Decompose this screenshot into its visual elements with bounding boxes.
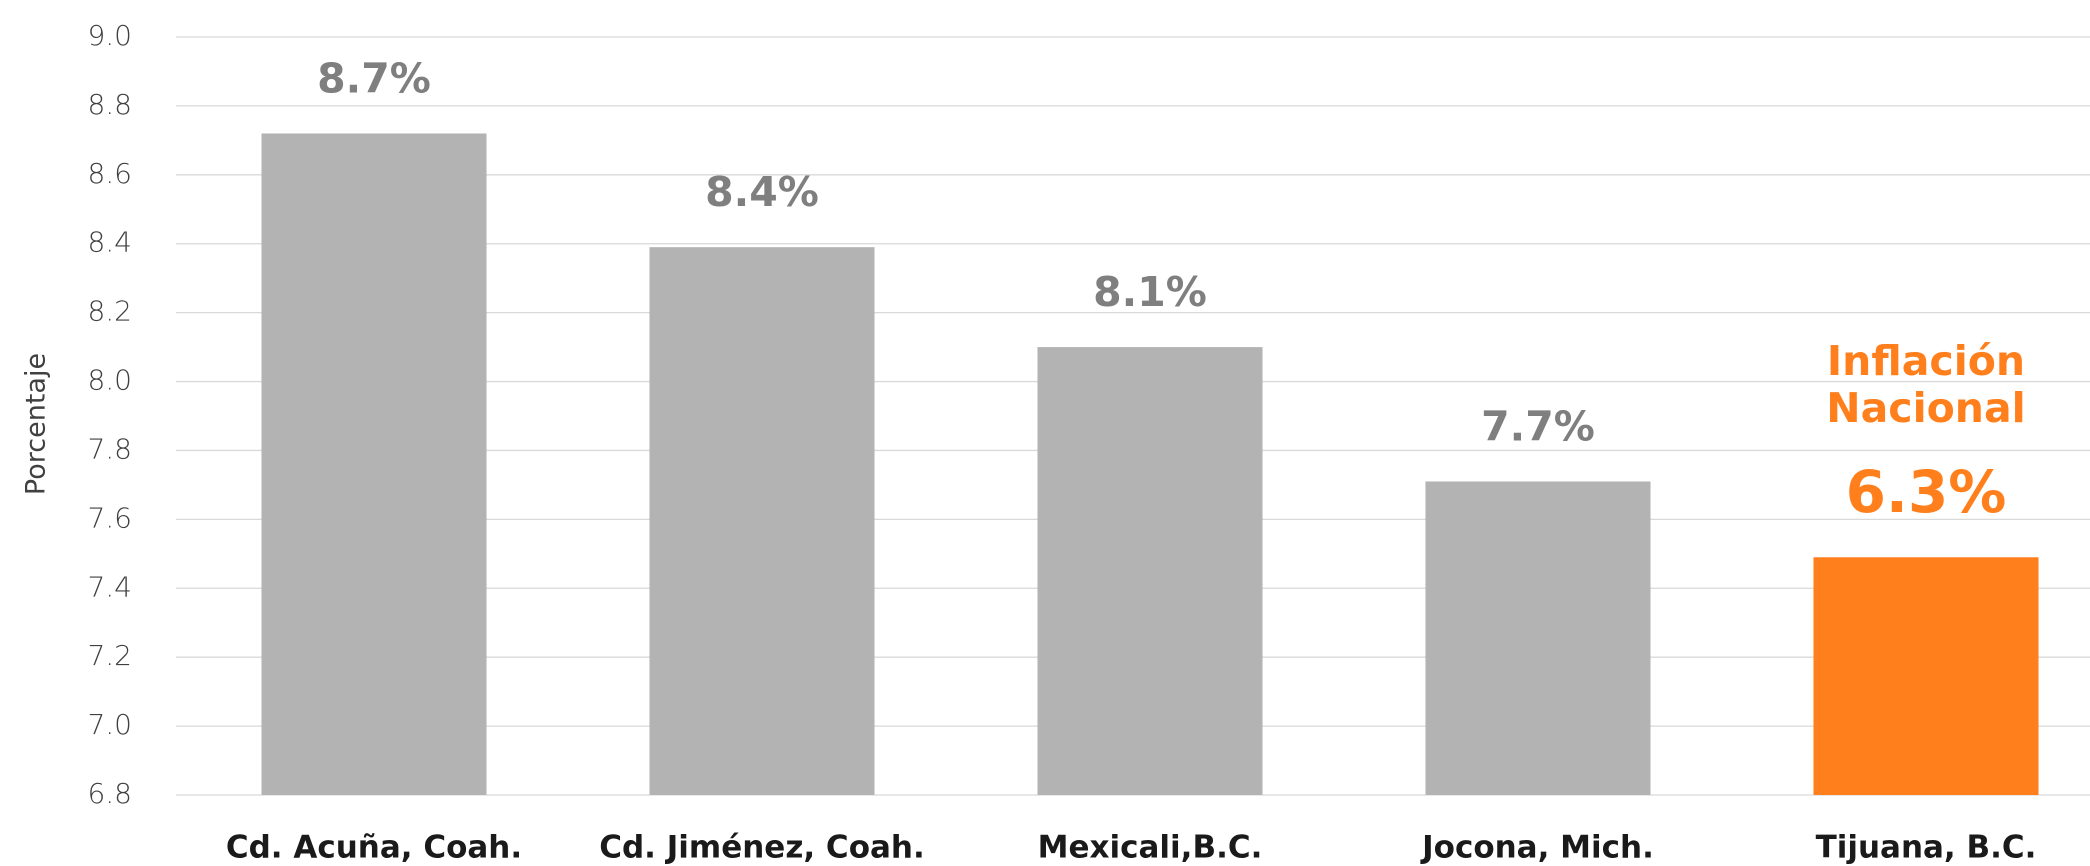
y-tick-label: 8.2 — [87, 295, 132, 328]
bar — [1813, 557, 2039, 795]
x-tick-label: Mexicali,B.C. — [1038, 830, 1263, 866]
bar — [261, 133, 487, 796]
y-tick-label: 8.0 — [87, 364, 132, 397]
annotation-title: Inflación — [1827, 337, 2025, 385]
x-tick-label: Tijuana, B.C. — [1816, 830, 2037, 866]
value-label: 7.7% — [1481, 402, 1595, 450]
value-label: 8.4% — [705, 168, 819, 216]
bar — [1037, 347, 1263, 795]
y-tick-label: 7.0 — [87, 708, 132, 741]
x-tick-label: Cd. Jiménez, Coah. — [599, 830, 925, 866]
annotation-title: Nacional — [1826, 384, 2025, 432]
value-label: 8.7% — [317, 54, 431, 102]
y-tick-label: 8.4 — [87, 226, 132, 259]
y-tick-label: 8.8 — [87, 88, 132, 121]
y-tick-label: 7.8 — [87, 432, 132, 465]
y-tick-label: 8.6 — [87, 157, 132, 190]
value-label: 8.1% — [1093, 268, 1207, 316]
y-tick-label: 7.4 — [87, 570, 132, 603]
y-tick-label: 7.6 — [87, 501, 132, 534]
y-tick-label: 6.8 — [87, 777, 132, 810]
x-tick-label: Jocona, Mich. — [1420, 830, 1654, 866]
bar — [649, 247, 875, 795]
y-axis-label: Porcentaje — [21, 353, 52, 495]
y-tick-label: 9.0 — [87, 19, 132, 52]
y-tick-label: 7.2 — [87, 639, 132, 672]
bar — [1425, 481, 1651, 795]
annotation-value: 6.3% — [1846, 458, 2007, 526]
x-tick-label: Cd. Acuña, Coah. — [226, 830, 522, 866]
